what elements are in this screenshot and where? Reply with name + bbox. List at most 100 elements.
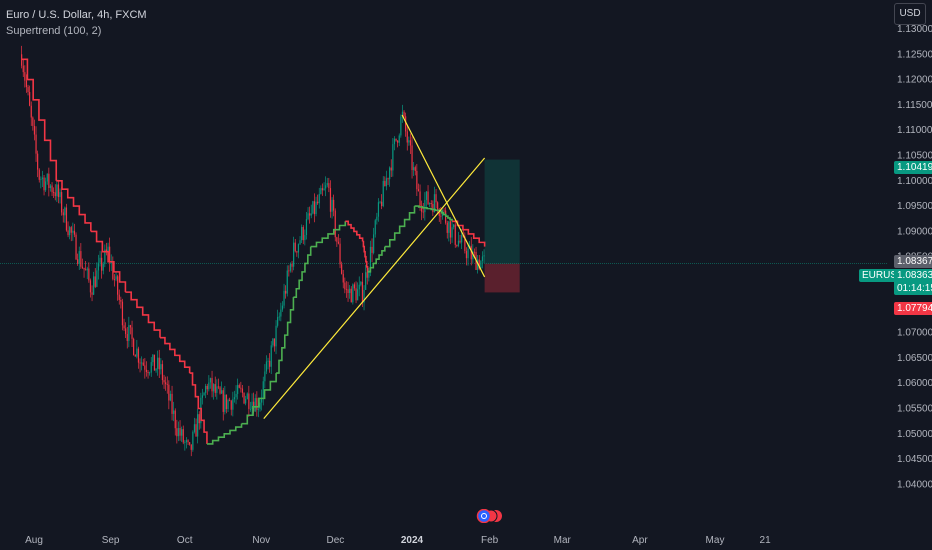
candle-body xyxy=(81,266,84,268)
candle-body xyxy=(142,362,144,366)
candle-body xyxy=(99,257,101,263)
candle-body xyxy=(326,183,328,186)
candle-body xyxy=(477,259,479,270)
candle-body xyxy=(173,410,175,414)
candle-body xyxy=(165,382,167,385)
candle-body xyxy=(221,390,223,394)
profit-zone[interactable] xyxy=(484,159,520,264)
candle-body xyxy=(229,399,231,401)
trend-line[interactable] xyxy=(263,157,486,420)
x-axis: Aug Sep Oct Nov Dec 2024 Feb Mar Apr May 21 xyxy=(25,535,771,546)
candle-body xyxy=(134,354,136,357)
candle-body xyxy=(56,184,58,197)
candle-body xyxy=(398,135,400,143)
candles xyxy=(21,45,485,457)
candle-body xyxy=(25,80,28,88)
candle-body xyxy=(413,167,415,171)
candle-body xyxy=(352,284,354,303)
candle-body xyxy=(121,301,124,326)
candle-body xyxy=(457,240,460,246)
x-tick-label: Aug xyxy=(25,535,43,546)
candle-body xyxy=(288,270,290,272)
candle-body xyxy=(222,390,224,412)
candle-body xyxy=(109,246,111,263)
candle-body xyxy=(451,227,453,238)
candle-body xyxy=(115,276,117,280)
candle-body xyxy=(53,192,55,193)
target-price-tag: 1.10419 xyxy=(894,161,932,174)
candle-body xyxy=(390,167,392,171)
supertrend-segment xyxy=(384,206,416,248)
chart-legend: Euro / U.S. Dollar, 4h, FXCM Supertrend … xyxy=(6,7,147,39)
candle-body xyxy=(153,354,156,371)
candle-body xyxy=(35,134,37,154)
candle-body xyxy=(461,235,463,243)
candle-body xyxy=(94,276,96,287)
candle-body xyxy=(289,263,292,271)
candle-body xyxy=(110,262,112,264)
candle-body xyxy=(149,372,151,374)
candle-body xyxy=(397,140,399,143)
candle-body xyxy=(65,207,68,231)
trend-line[interactable] xyxy=(401,114,486,278)
candle-body xyxy=(318,194,320,204)
candle-body xyxy=(192,431,194,450)
candle-body xyxy=(424,199,426,213)
candle-body xyxy=(389,167,391,180)
candle-body xyxy=(422,211,424,213)
candle-body xyxy=(261,397,263,403)
candle-body xyxy=(157,357,159,369)
candle-body xyxy=(158,357,160,370)
supertrend-segment xyxy=(206,423,243,445)
prev-close-tag: 1.08367 xyxy=(894,255,932,268)
candle-body xyxy=(168,384,170,401)
supertrend-segment xyxy=(345,220,364,242)
candle-body xyxy=(365,272,367,290)
candle-body xyxy=(481,256,484,261)
candle-body xyxy=(83,267,85,270)
candle-body xyxy=(147,371,149,374)
candle-body xyxy=(368,270,370,278)
supertrend-segment xyxy=(439,210,453,222)
candle-body xyxy=(224,394,226,412)
candle-body xyxy=(419,191,421,206)
candle-body xyxy=(59,192,61,198)
currency-button[interactable]: USD xyxy=(894,3,926,25)
supertrend-segment xyxy=(293,246,312,298)
candle-body xyxy=(259,402,261,409)
y-tick-label: 1.07000 xyxy=(897,328,932,339)
candle-body xyxy=(480,260,482,269)
candle-body xyxy=(144,365,146,370)
candle-body xyxy=(187,440,189,443)
supertrend-segment xyxy=(362,240,369,272)
candle-body xyxy=(211,378,213,392)
candle-body xyxy=(197,414,199,437)
candle-body xyxy=(155,368,157,371)
candle-body xyxy=(61,192,63,213)
candle-body xyxy=(89,280,92,293)
candle-body xyxy=(416,170,418,190)
candle-body xyxy=(49,185,52,188)
candle-body xyxy=(350,288,352,303)
y-tick-label: 1.11500 xyxy=(897,100,932,111)
events-icon[interactable] xyxy=(476,509,502,523)
candle-body xyxy=(353,284,356,289)
candle-body xyxy=(245,399,247,404)
y-tick-label: 1.10000 xyxy=(897,176,932,187)
candle-body xyxy=(361,281,364,303)
candle-body xyxy=(139,362,141,364)
candle-body xyxy=(443,210,445,212)
candle-body xyxy=(256,398,258,410)
supertrend-line xyxy=(21,58,486,445)
candle-body xyxy=(291,263,293,267)
candle-body xyxy=(249,408,252,410)
loss-zone[interactable] xyxy=(484,263,520,293)
candle-body xyxy=(238,385,240,388)
candle-body xyxy=(181,429,183,436)
candle-body xyxy=(113,279,116,281)
candle-body xyxy=(46,173,48,182)
candle-body xyxy=(101,257,103,271)
candle-body xyxy=(233,397,236,400)
candle-body xyxy=(209,378,212,383)
